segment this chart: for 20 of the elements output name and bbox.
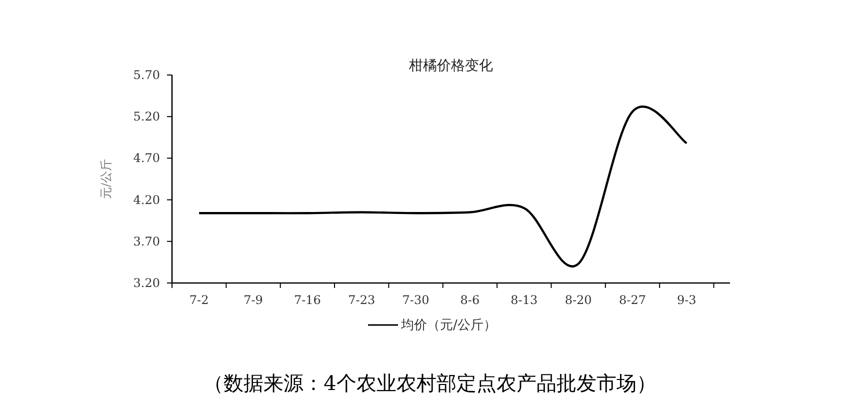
text: （数据来源：4个农业农村部定点农产品批发市场）	[204, 371, 656, 395]
x-tick-label: 8-6	[460, 293, 480, 307]
x-tick-label: 8-27	[619, 293, 646, 307]
x-tick-label: 9-3	[676, 293, 696, 307]
x-tick-label: 7-23	[348, 293, 376, 307]
y-axis-title: 元/公斤	[99, 158, 113, 200]
y-tick-label: 3.70	[133, 234, 160, 248]
y-tick-label: 4.20	[133, 192, 160, 207]
x-tick-label: 8-13	[510, 293, 538, 307]
x-tick-label: 7-16	[294, 293, 321, 307]
x-tick-label: 7-30	[402, 293, 430, 307]
x-tick-label: 8-20	[564, 293, 592, 307]
x-tick-label: 7-9	[244, 293, 263, 307]
legend-label: 均价（元/公斤）	[400, 318, 496, 333]
y-tick-label: 3.20	[133, 276, 160, 290]
chart-title: 柑橘价格变化	[408, 58, 493, 74]
y-tick-label: 4.70	[133, 151, 160, 166]
y-tick-label: 5.20	[133, 110, 160, 124]
y-tick-label: 5.70	[133, 68, 160, 82]
x-tick-label: 7-2	[189, 293, 209, 307]
